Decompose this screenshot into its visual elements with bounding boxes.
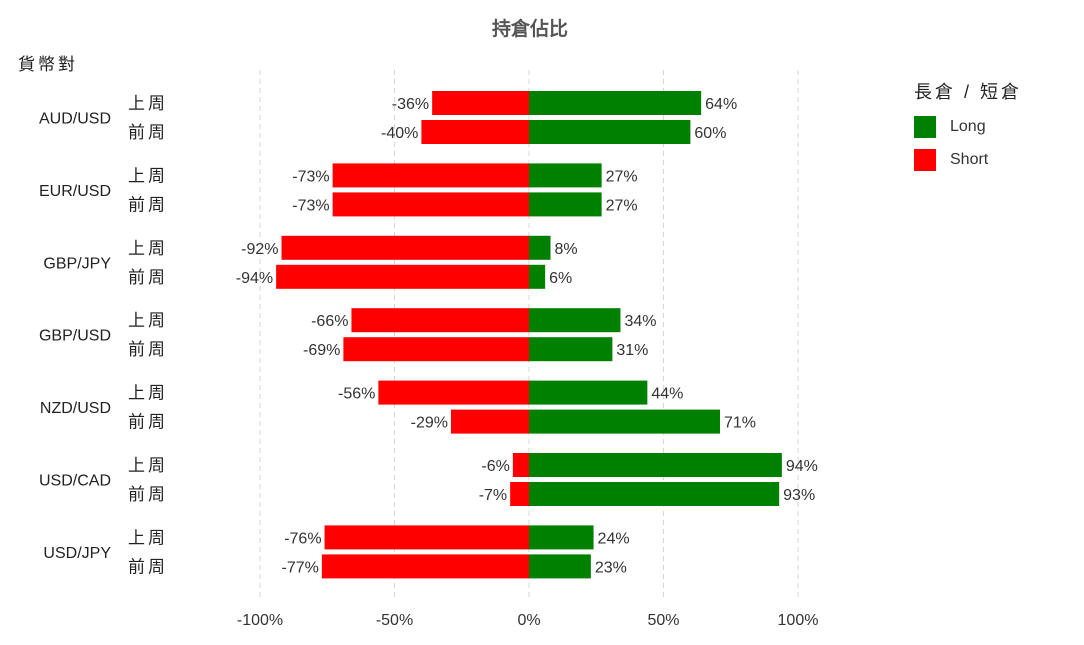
short-value-label: -6% (481, 458, 509, 475)
short-bar (343, 337, 529, 362)
short-bar (332, 163, 529, 188)
short-value-label: -77% (282, 559, 319, 576)
long-bar (529, 409, 720, 434)
short-value-label: -40% (381, 125, 418, 142)
legend-title: 長倉 / 短倉 (914, 82, 1023, 102)
long-value-label: 64% (705, 96, 737, 113)
legend-item-short[interactable]: Short (914, 143, 1022, 176)
long-bar (529, 554, 591, 579)
period-label: 前周 (128, 268, 168, 288)
pair-label: USD/JPY (43, 545, 111, 562)
period-label: 前周 (128, 485, 168, 505)
long-bar (529, 163, 602, 188)
long-value-label: 6% (549, 270, 572, 287)
short-bar (276, 264, 529, 289)
pair-label: EUR/USD (39, 183, 111, 200)
short-value-label: -94% (236, 270, 273, 287)
short-bar (378, 380, 529, 405)
short-value-label: -56% (338, 386, 375, 403)
period-label: 上周 (128, 384, 168, 404)
period-label: 前周 (128, 195, 168, 215)
long-value-label: 8% (555, 241, 578, 258)
period-label: 上周 (128, 166, 168, 186)
period-label: 上周 (128, 94, 168, 114)
legend-label-short: Short (950, 150, 989, 168)
pair-label: AUD/USD (39, 111, 111, 128)
short-bar (432, 91, 529, 115)
pair-label: GBP/JPY (43, 255, 111, 272)
long-bar (529, 120, 691, 144)
long-bar (529, 380, 648, 405)
long-value-label: 31% (616, 342, 648, 359)
short-value-label: -92% (241, 241, 278, 258)
x-tick-label: -100% (237, 612, 283, 629)
short-bar (421, 120, 529, 144)
short-bar (450, 409, 529, 434)
long-bar (529, 264, 546, 289)
pair-label: GBP/USD (39, 328, 111, 345)
short-value-label: -36% (392, 96, 429, 113)
long-bar (529, 91, 702, 115)
chart-title: 持倉佔比 (491, 19, 568, 40)
x-tick-label: 100% (778, 612, 819, 629)
legend-swatch-long (914, 115, 936, 138)
long-bar (529, 308, 621, 333)
long-bar (529, 337, 613, 362)
period-label: 上周 (128, 239, 168, 259)
long-bar (529, 525, 594, 550)
short-bar (281, 235, 529, 260)
long-bar (529, 482, 780, 506)
long-value-label: 23% (595, 559, 627, 576)
short-value-label: -66% (311, 313, 348, 330)
pair-label: NZD/USD (40, 400, 111, 417)
short-value-label: -76% (284, 530, 321, 547)
long-value-label: 93% (783, 487, 815, 504)
short-bar (512, 453, 529, 477)
long-bar (529, 235, 551, 260)
period-label: 前周 (128, 340, 168, 360)
legend-label-long: Long (950, 117, 986, 135)
short-value-label: -69% (303, 342, 340, 359)
long-value-label: 44% (651, 386, 683, 403)
short-value-label: -29% (411, 415, 448, 432)
legend: 長倉 / 短倉 Long Short (914, 78, 1022, 176)
long-value-label: 27% (606, 197, 638, 214)
x-tick-label: -50% (376, 612, 413, 629)
short-bar (324, 525, 529, 550)
y-axis-title: 貨幣對 (18, 55, 78, 74)
legend-item-long[interactable]: Long (914, 110, 1022, 143)
period-label: 上周 (128, 528, 168, 548)
period-label: 前周 (128, 123, 168, 143)
short-value-label: -73% (292, 197, 329, 214)
long-value-label: 71% (724, 415, 756, 432)
short-bar (510, 482, 529, 506)
long-value-label: 24% (598, 530, 630, 547)
short-bar (351, 308, 529, 333)
long-value-label: 27% (606, 168, 638, 185)
pair-label: USD/CAD (39, 473, 111, 490)
short-bar (321, 554, 529, 579)
period-label: 前周 (128, 413, 168, 433)
short-bar (332, 192, 529, 217)
long-value-label: 60% (694, 125, 726, 142)
short-value-label: -7% (479, 487, 507, 504)
period-label: 前周 (128, 557, 168, 577)
long-bar (529, 453, 782, 477)
legend-swatch-short (914, 148, 936, 171)
x-tick-label: 0% (517, 612, 540, 629)
x-tick-label: 50% (647, 612, 679, 629)
long-value-label: 34% (624, 313, 656, 330)
long-value-label: 94% (786, 458, 818, 475)
long-bar (529, 192, 602, 217)
short-value-label: -73% (292, 168, 329, 185)
period-label: 上周 (128, 311, 168, 331)
period-label: 上周 (128, 456, 168, 476)
